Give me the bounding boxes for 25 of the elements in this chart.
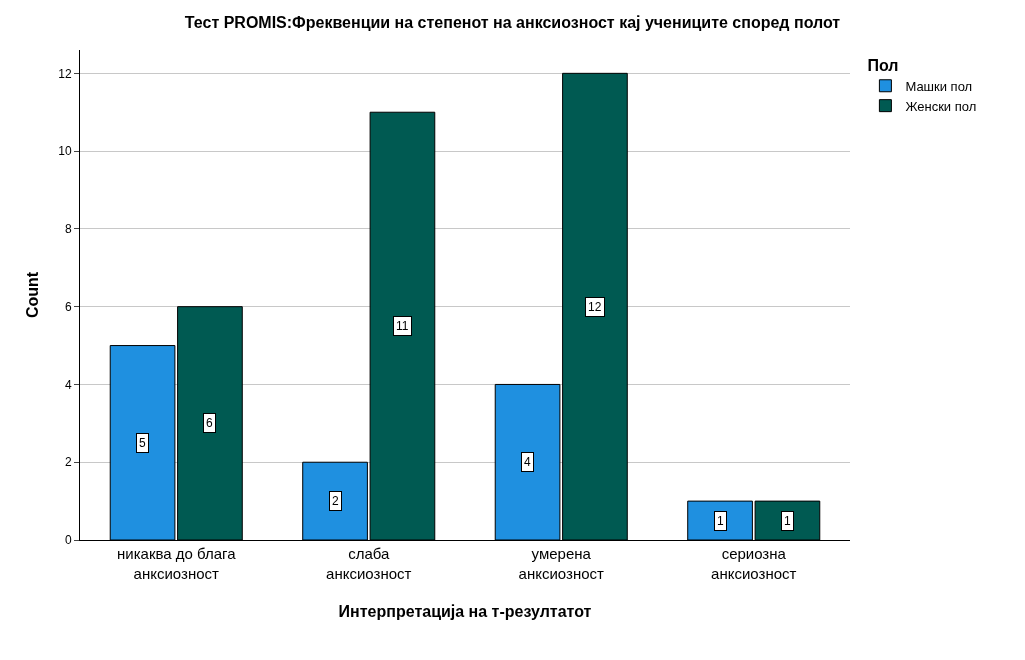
y-tick-label: 8: [64, 222, 72, 237]
x-tick-label: никаква до блага анксиозност: [116, 545, 237, 582]
legend-title: Пол: [867, 56, 899, 74]
data-label: 6: [206, 416, 213, 430]
data-label: 5: [139, 436, 146, 450]
x-tick-label: умерена анксиозност: [518, 545, 605, 582]
x-axis-title: Интерпретација на т-резултатот: [338, 603, 592, 621]
x-tick-label: сериозна анксиозност: [711, 545, 797, 582]
legend-label: Женски пол: [905, 98, 977, 114]
data-label: 12: [588, 300, 602, 314]
data-label: 1: [717, 514, 724, 528]
chart-title: Тест PROMIS:Фреквенции на степенот на анксиозност кај учениците според полот: [184, 13, 841, 31]
y-tick-label: 4: [64, 377, 72, 392]
legend-label: Машки пол: [905, 78, 973, 94]
y-tick-label: 12: [58, 66, 72, 81]
data-label: 4: [524, 455, 531, 469]
y-axis-title: Count: [24, 271, 41, 319]
y-tick-label: 2: [64, 455, 72, 470]
y-tick-label: 0: [64, 533, 72, 548]
y-tick-label: 10: [58, 144, 72, 159]
data-label: 1: [784, 514, 791, 528]
y-tick-label: 6: [64, 299, 72, 314]
x-tick-label: слаба анксиозност: [326, 545, 412, 582]
data-label: 2: [332, 494, 339, 508]
data-label: 11: [396, 319, 409, 333]
